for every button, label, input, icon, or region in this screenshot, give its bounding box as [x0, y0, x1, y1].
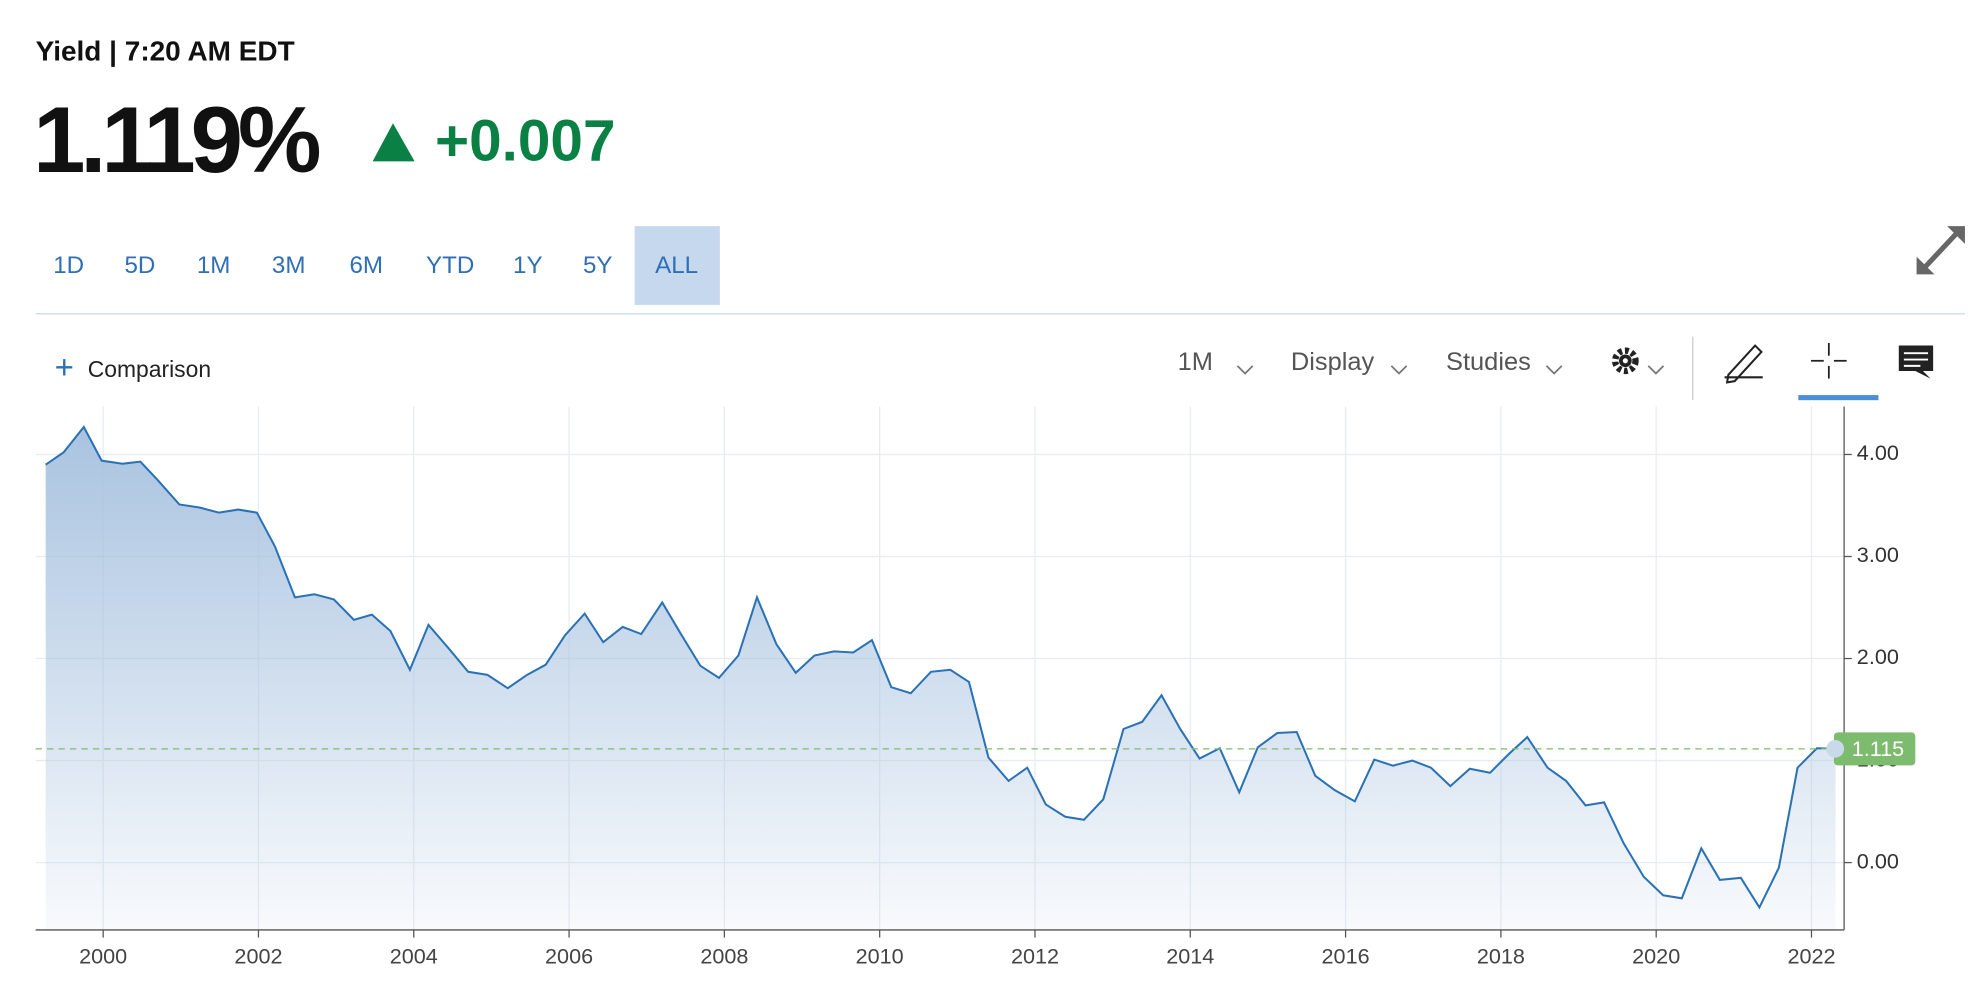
x-tick-label: 2016 [1322, 944, 1370, 969]
last-dot [1826, 739, 1845, 758]
active-tool [1798, 395, 1879, 401]
x-tick-label: 2020 [1632, 944, 1680, 969]
range-button[interactable]: 6M [349, 252, 383, 279]
draw-icon[interactable] [1724, 344, 1763, 384]
y-tick-label: 2.00 [1857, 644, 1899, 669]
comment-icon[interactable] [1898, 345, 1934, 379]
change: +0.007 [435, 108, 616, 173]
comparison[interactable]: Comparison [88, 356, 211, 382]
range-button[interactable]: 5Y [583, 252, 613, 279]
last-badge [1833, 732, 1916, 766]
x-tick-label: 2010 [856, 944, 904, 969]
x-tick-label: 2022 [1787, 944, 1835, 969]
y-tick-label: 3.00 [1857, 542, 1899, 567]
settings-icon[interactable] [1611, 347, 1639, 375]
x-tick-label: 2002 [234, 944, 282, 969]
x-tick-label: 2000 [79, 944, 127, 969]
price: 1.119% [33, 87, 320, 192]
interval[interactable]: 1M [1178, 348, 1213, 376]
title: Yield | 7:20 AM EDT [36, 36, 295, 67]
plus-icon[interactable]: + [55, 349, 74, 386]
display[interactable]: Display [1291, 348, 1375, 376]
x-tick-label: 2018 [1477, 944, 1525, 969]
comment-lines [1903, 352, 1929, 367]
x-tick-label: 2006 [545, 944, 593, 969]
x-tick-label: 2014 [1166, 944, 1214, 969]
range-button[interactable]: 3M [272, 252, 306, 279]
range-button[interactable]: 1M [197, 252, 231, 279]
x-tick-label: 2012 [1011, 944, 1059, 969]
line [45, 425, 1836, 910]
range-bar: 1D 5D 1M 3M 6M YTD 1Y 5Y ALL [53, 226, 720, 305]
y-tick-label: 4.00 [1857, 440, 1899, 465]
expand-icon[interactable] [1916, 226, 1965, 275]
range-button[interactable]: YTD [426, 252, 474, 279]
chevrons [1236, 365, 1665, 375]
range-button[interactable]: 1D [53, 252, 84, 279]
range-button[interactable]: 1Y [513, 252, 543, 279]
x-tick-label: 2008 [700, 944, 748, 969]
active-range [634, 226, 720, 305]
last-label: 1.115 [1852, 736, 1904, 761]
up-arrow [372, 123, 415, 162]
x-tick-label: 2004 [390, 944, 438, 969]
crosshair-icon[interactable] [1811, 343, 1847, 379]
range-button[interactable]: ALL [655, 252, 698, 279]
y-tick-label: 0.00 [1857, 848, 1899, 873]
studies[interactable]: Studies [1446, 348, 1531, 376]
plot: 2000 2002 2004 2006 2008 2010 2012 2014 2016 2018… [35, 406, 1916, 969]
range-button[interactable]: 5D [124, 252, 155, 279]
area [45, 426, 1836, 930]
